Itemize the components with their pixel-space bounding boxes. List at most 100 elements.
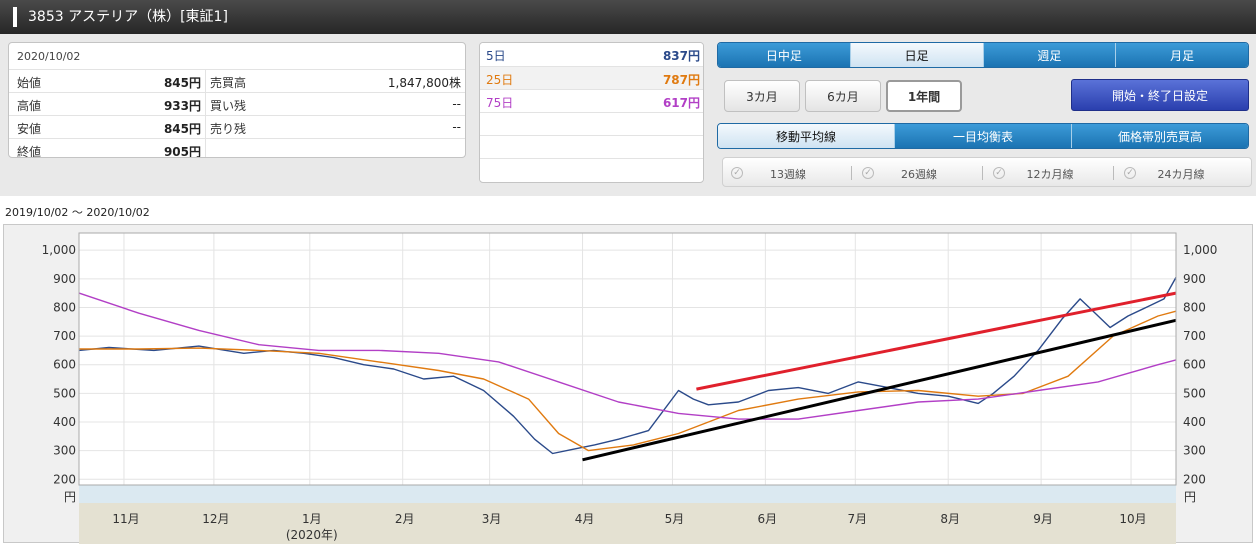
tab-period[interactable]: 日足 [850,43,984,67]
ma-values-card: 5日 837円 25日 787円 75日 617円 [479,42,704,183]
x-tick-label: 9月 [1033,512,1053,526]
x-tick-label: 11月 [112,512,139,526]
y-tick-label-right: 800 [1183,300,1206,314]
quote-label-2: 売買高 [210,76,247,90]
y-tick-label-left: 300 [53,444,76,458]
period-tabs: 日中足 日足 週足 月足 [717,42,1249,68]
quote-value-2: -- [452,97,461,111]
ma-value: 787円 [662,73,700,87]
tab-period[interactable]: 週足 [983,43,1117,67]
y-tick-label-left: 400 [53,415,76,429]
ma-check-label: 12カ月線 [1026,168,1074,181]
check-icon: ✓ [731,167,743,179]
x-tick-label: 10月 [1119,512,1146,526]
title-accent-bar [13,7,17,27]
quote-label-2: 買い残 [210,99,247,113]
price-chart: 200 200 300 300 400 400 500 500 600 600 700 700 800 8… [3,224,1253,544]
x-tick-label: 7月 [847,512,867,526]
x-tick-label: 1月 [302,512,322,526]
quote-value: 845円 [163,76,201,90]
quote-value: 845円 [163,122,201,136]
quote-divider [205,93,206,116]
quote-label: 終値 [17,145,42,158]
y-tick-label-right: 200 [1183,472,1206,486]
x-tick-label: 4月 [575,512,595,526]
series-line [78,277,1177,455]
month-band [79,503,1176,544]
quote-divider [205,116,206,139]
x-tick-label: 6月 [758,512,778,526]
quote-label-2: 売り残 [210,122,247,136]
y-tick-label-right: 600 [1183,358,1206,372]
title-bar: 3853 アステリア（株）[東証1] [0,0,1256,34]
trend-line [582,318,1177,462]
ma-value: 837円 [662,49,700,63]
ma-check-item[interactable]: ✓ 24カ月線 [1116,158,1246,188]
check-icon: ✓ [862,167,874,179]
quote-value: 933円 [163,99,201,113]
indicator-tabs: 移動平均線 一目均衡表 価格帯別売買高 [717,123,1249,149]
tab-indicator[interactable]: 価格帯別売買高 [1072,124,1248,148]
ma-value: 617円 [662,96,700,110]
quote-value: 905円 [163,145,201,158]
y-tick-label-right: 900 [1183,272,1206,286]
quote-value-2: 1,847,800株 [387,76,461,90]
quote-row: 安値 845円 売り残 -- [9,115,465,139]
tab-indicator[interactable]: 一目均衡表 [895,124,1072,148]
ma-check-item[interactable]: ✓ 13週線 [723,158,853,188]
y-tick-label-right: 400 [1183,415,1206,429]
ma-row: 5日 837円 [480,43,703,66]
plot-frame [78,232,1177,486]
ma-row [480,158,703,181]
y-tick-label-right: 1,000 [1183,243,1217,257]
y-tick-label-left: 700 [53,329,76,343]
y-tick-label-left: 1,000 [42,243,76,257]
x-tick-label: 5月 [665,512,685,526]
y-unit-label-left: 円 [64,490,76,504]
chart-svg: 200 200 300 300 400 400 500 500 600 600 700 700 800 8… [42,232,1217,544]
check-icon: ✓ [1124,167,1136,179]
set-dates-button[interactable]: 開始・終了日設定 [1071,79,1249,111]
y-tick-label-left: 600 [53,358,76,372]
quote-label: 安値 [17,122,42,136]
range-button[interactable]: 1年間 [886,80,962,112]
range-button[interactable]: 3カ月 [724,80,800,112]
check-separator [851,166,852,180]
page-title: 3853 アステリア（株）[東証1] [28,9,228,25]
quote-date: 2020/10/02 [17,50,81,63]
series-line [79,310,1177,452]
ma-label: 25日 [486,73,514,87]
x-tick-label: 12月 [202,512,229,526]
date-range: 2019/10/02 〜 2020/10/02 [5,206,150,219]
ma-row [480,135,703,158]
quote-label: 高値 [17,99,42,113]
ma-row: 75日 617円 [480,89,703,112]
y-tick-label-left: 200 [53,472,76,486]
ma-line-checks: ✓ 13週線 ✓ 26週線 ✓ 12カ月線 ✓ 24カ月線 [722,157,1252,187]
check-icon: ✓ [993,167,1005,179]
y-tick-label-right: 700 [1183,329,1206,343]
quote-label: 始値 [17,76,42,90]
x-tick-label: 3月 [482,512,502,526]
check-separator [1113,166,1114,180]
tab-period[interactable]: 月足 [1116,43,1248,67]
y-tick-label-left: 900 [53,272,76,286]
y-tick-label-left: 500 [53,386,76,400]
series-line [78,292,1177,420]
quote-card: 2020/10/02 始値 845円 売買高 1,847,800株 高値 933円 買い残 -… [8,42,466,158]
tab-indicator[interactable]: 移動平均線 [718,124,895,148]
ma-label: 5日 [486,49,506,63]
ma-row [480,112,703,135]
x-tick-label: 2月 [395,512,415,526]
quote-row: 高値 933円 買い残 -- [9,92,465,116]
axis-band [79,485,1176,503]
quote-row: 始値 845円 売買高 1,847,800株 [9,69,465,93]
range-button[interactable]: 6カ月 [805,80,881,112]
ma-row: 25日 787円 [480,66,703,89]
ma-check-item[interactable]: ✓ 26週線 [854,158,984,188]
tab-period[interactable]: 日中足 [718,43,851,67]
x-year-label: (2020年) [286,528,338,542]
ma-check-label: 24カ月線 [1157,168,1205,181]
x-tick-label: 8月 [940,512,960,526]
ma-check-item[interactable]: ✓ 12カ月線 [985,158,1115,188]
